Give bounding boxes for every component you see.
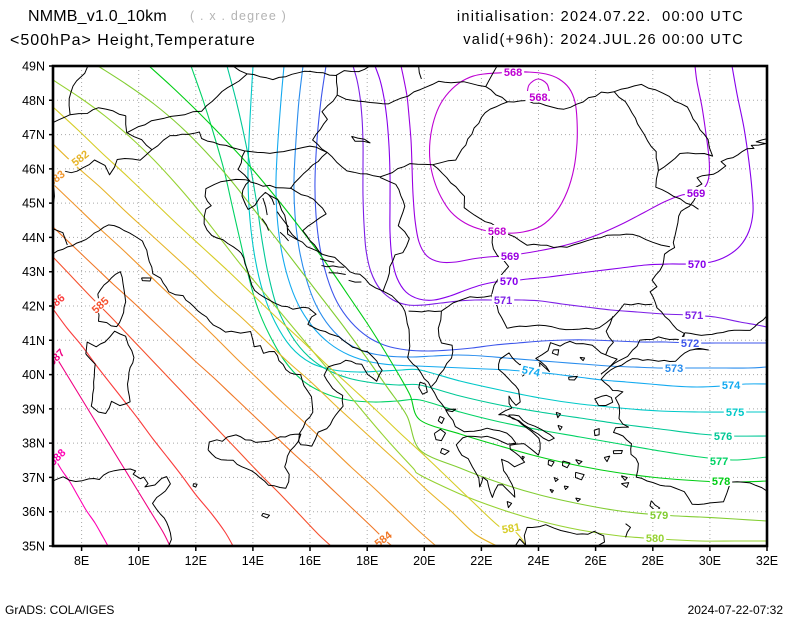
- svg-text:39N: 39N: [22, 402, 45, 416]
- svg-text:571: 571: [685, 310, 703, 322]
- svg-text:46N: 46N: [22, 162, 45, 176]
- svg-text:570: 570: [688, 259, 706, 271]
- svg-text:44N: 44N: [22, 231, 45, 245]
- svg-text:2024-07-22-07:32: 2024-07-22-07:32: [688, 603, 784, 617]
- svg-text:26E: 26E: [584, 554, 606, 568]
- svg-text:40N: 40N: [22, 368, 45, 382]
- svg-text:574: 574: [722, 380, 741, 392]
- svg-text:NMMB_v1.0_10km: NMMB_v1.0_10km: [28, 8, 167, 25]
- svg-text:579: 579: [650, 510, 668, 522]
- svg-text:568: 568: [504, 67, 522, 79]
- svg-text:47N: 47N: [22, 128, 45, 142]
- svg-text:573: 573: [665, 363, 683, 375]
- svg-text:22E: 22E: [470, 554, 492, 568]
- svg-text:36N: 36N: [22, 505, 45, 519]
- svg-text:initialisation: 2024.07.22. 0: initialisation: 2024.07.22. 00:00 UTC: [457, 9, 744, 25]
- svg-text:581: 581: [501, 521, 521, 536]
- svg-text:49N: 49N: [22, 60, 45, 74]
- svg-text:569: 569: [501, 251, 519, 263]
- svg-text:571: 571: [494, 295, 512, 307]
- svg-text:48N: 48N: [22, 94, 45, 108]
- svg-text:12E: 12E: [185, 554, 207, 568]
- svg-text:572: 572: [681, 338, 699, 350]
- svg-text:574: 574: [521, 364, 542, 380]
- svg-text:42N: 42N: [22, 300, 45, 314]
- svg-text:569: 569: [687, 188, 705, 200]
- svg-text:43N: 43N: [22, 265, 45, 279]
- svg-text:578: 578: [712, 476, 730, 488]
- svg-text:( . x . degree ): ( . x . degree ): [190, 9, 287, 23]
- svg-text:30E: 30E: [699, 554, 721, 568]
- svg-text:570: 570: [500, 276, 518, 288]
- svg-text:37N: 37N: [22, 471, 45, 485]
- svg-text:32E: 32E: [756, 554, 778, 568]
- svg-text:10E: 10E: [128, 554, 150, 568]
- svg-text:35N: 35N: [22, 540, 45, 554]
- svg-text:41N: 41N: [22, 334, 45, 348]
- svg-text:576: 576: [714, 431, 732, 443]
- svg-text:575: 575: [726, 407, 744, 419]
- svg-text:18E: 18E: [356, 554, 378, 568]
- svg-text:45N: 45N: [22, 197, 45, 211]
- svg-text:28E: 28E: [642, 554, 664, 568]
- svg-text:24E: 24E: [527, 554, 549, 568]
- svg-text:16E: 16E: [299, 554, 321, 568]
- svg-text:8E: 8E: [74, 554, 89, 568]
- svg-text:568: 568: [488, 226, 506, 238]
- svg-text:<500hPa> Height,Temperature: <500hPa> Height,Temperature: [10, 32, 256, 49]
- svg-text:568.: 568.: [529, 92, 550, 104]
- svg-text:20E: 20E: [413, 554, 435, 568]
- svg-text:577: 577: [710, 456, 728, 468]
- svg-text:580: 580: [646, 533, 664, 545]
- svg-text:14E: 14E: [242, 554, 264, 568]
- svg-text:valid(+96h): 2024.JUL.26 00:00: valid(+96h): 2024.JUL.26 00:00 UTC: [463, 32, 744, 48]
- svg-text:GrADS: COLA/IGES: GrADS: COLA/IGES: [5, 603, 114, 617]
- svg-text:38N: 38N: [22, 437, 45, 451]
